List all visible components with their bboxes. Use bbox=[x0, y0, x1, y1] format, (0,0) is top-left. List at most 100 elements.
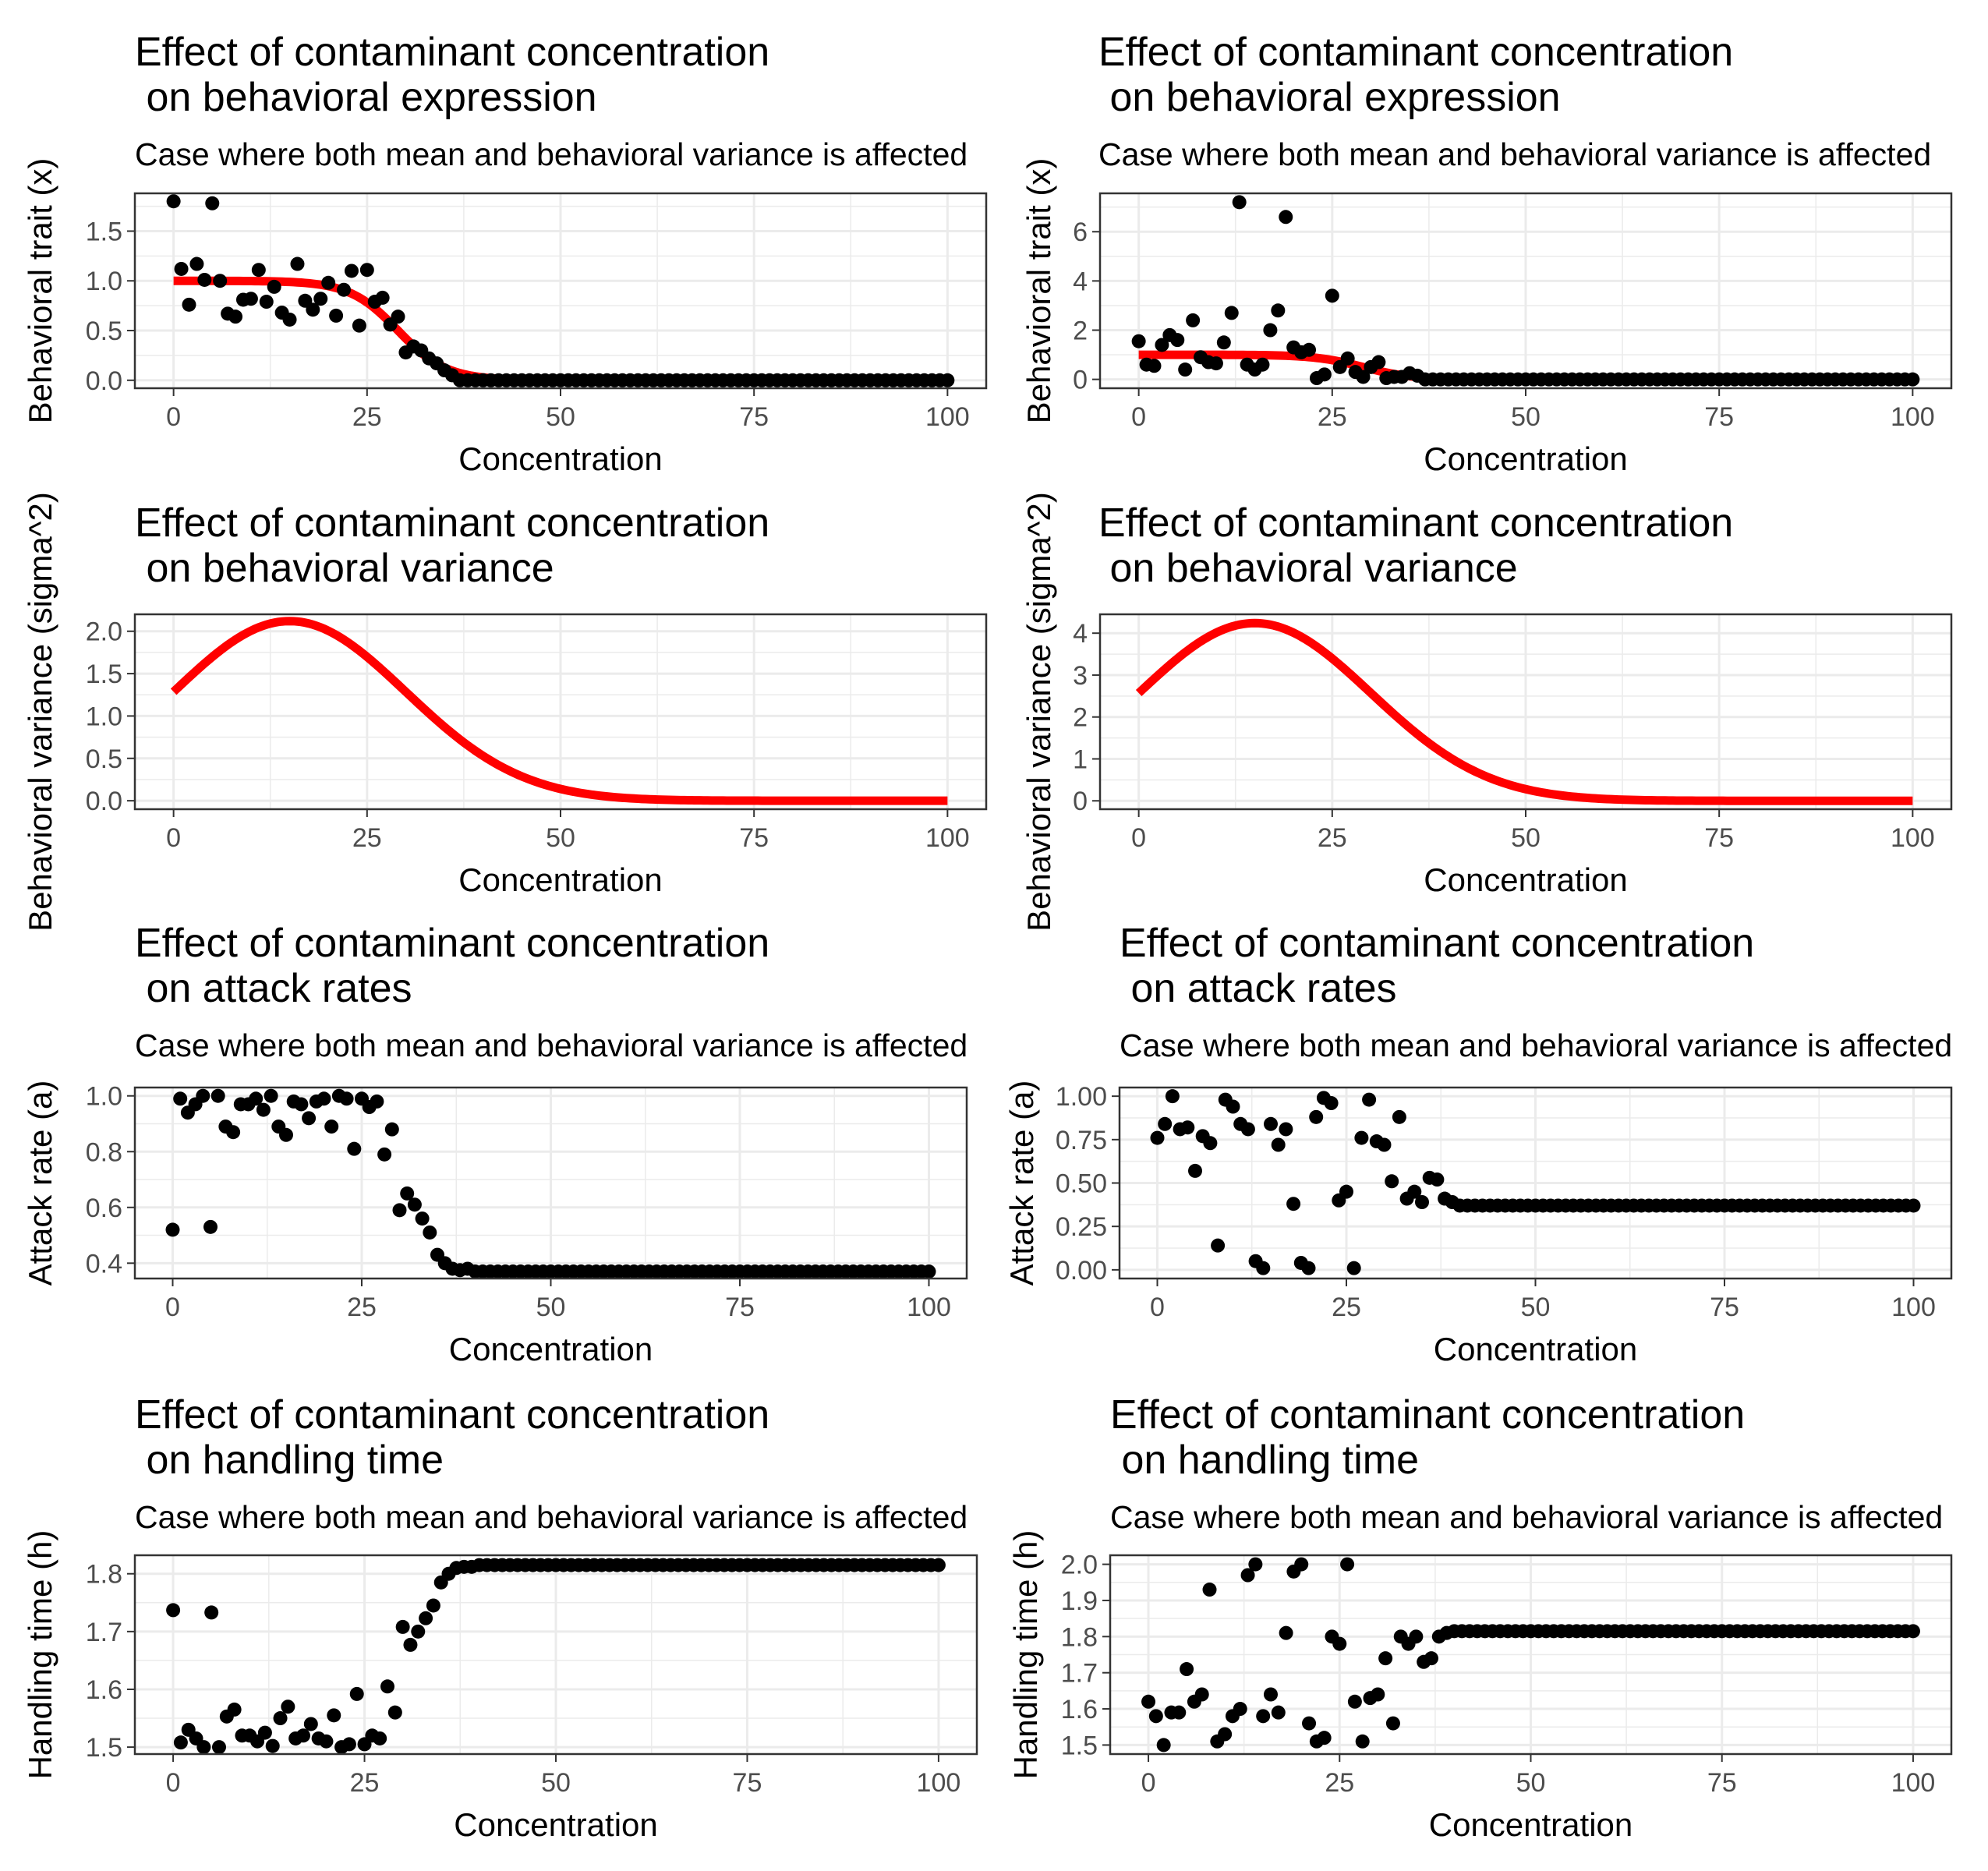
x-tick-label: 50 bbox=[1516, 1768, 1546, 1798]
x-tick-label: 50 bbox=[546, 402, 575, 432]
data-point bbox=[384, 1122, 399, 1137]
y-tick-label: 2 bbox=[1073, 703, 1088, 733]
x-tick-label: 100 bbox=[917, 1768, 961, 1798]
data-point bbox=[344, 263, 359, 278]
chart-panel-expr-left: Effect of contaminant concentration on b… bbox=[22, 30, 988, 477]
y-tick-label: 4 bbox=[1073, 267, 1088, 296]
y-axis-label: Attack rate (a) bbox=[22, 1081, 58, 1286]
data-point bbox=[259, 295, 274, 309]
data-point bbox=[352, 318, 366, 333]
y-axis-label: Behavioral variance (sigma^2) bbox=[1021, 492, 1057, 932]
data-point bbox=[1279, 210, 1293, 225]
x-tick-label: 0 bbox=[166, 823, 181, 853]
data-point bbox=[387, 1705, 402, 1720]
x-tick-label: 25 bbox=[1318, 823, 1347, 853]
data-point bbox=[1141, 1694, 1156, 1709]
chart-title-line: Effect of contaminant concentration bbox=[135, 1392, 769, 1438]
data-point bbox=[1271, 1705, 1286, 1720]
data-point bbox=[302, 1111, 317, 1126]
data-point bbox=[392, 1203, 407, 1218]
data-point bbox=[281, 1699, 295, 1714]
data-point bbox=[1165, 1089, 1180, 1104]
y-tick-label: 6 bbox=[1073, 218, 1088, 247]
y-tick-label: 0 bbox=[1073, 366, 1088, 395]
data-point bbox=[257, 1725, 272, 1740]
y-axis-label: Behavioral variance (sigma^2) bbox=[22, 492, 58, 932]
data-point bbox=[1355, 1734, 1370, 1749]
data-point bbox=[1224, 306, 1239, 320]
data-point bbox=[227, 1702, 242, 1717]
x-tick-label: 75 bbox=[725, 1293, 755, 1322]
data-point bbox=[267, 279, 281, 294]
x-tick-label: 100 bbox=[907, 1293, 951, 1322]
data-point bbox=[306, 302, 320, 317]
x-tick-label: 25 bbox=[350, 1768, 380, 1798]
chart-panel-var-right: Effect of contaminant concentration on b… bbox=[1021, 492, 1953, 932]
data-point bbox=[423, 1225, 437, 1240]
data-point bbox=[1271, 303, 1286, 318]
x-tick-label: 75 bbox=[739, 402, 769, 432]
chart-panel-handling-right: Effect of contaminant concentration on h… bbox=[1007, 1392, 1953, 1843]
x-tick-label: 50 bbox=[1521, 1293, 1551, 1322]
x-axis-label: Concentration bbox=[449, 1331, 653, 1367]
chart-subtitle: Case where both mean and behavioral vari… bbox=[1120, 1027, 1952, 1063]
data-point bbox=[1377, 1137, 1392, 1152]
chart-panel-var-left: Effect of contaminant concentration on b… bbox=[22, 492, 988, 932]
data-point bbox=[1354, 1130, 1369, 1145]
y-tick-label: 1.5 bbox=[86, 1733, 122, 1763]
data-point bbox=[375, 290, 390, 305]
y-tick-label: 1.9 bbox=[1061, 1586, 1098, 1616]
data-point bbox=[196, 1088, 210, 1103]
data-point bbox=[1279, 1625, 1293, 1640]
data-point bbox=[1226, 1099, 1240, 1114]
y-tick-label: 1.00 bbox=[1056, 1082, 1107, 1112]
chart-subtitle: Case where both mean and behavioral vari… bbox=[135, 1499, 967, 1535]
data-point bbox=[1362, 1092, 1377, 1107]
data-point bbox=[1155, 338, 1169, 352]
data-point bbox=[173, 1091, 188, 1106]
data-point bbox=[395, 1619, 410, 1634]
y-tick-label: 1.8 bbox=[1061, 1622, 1098, 1652]
data-point bbox=[1180, 1120, 1195, 1135]
data-point bbox=[1194, 1687, 1209, 1702]
data-point bbox=[273, 1711, 288, 1726]
data-point bbox=[1324, 1096, 1339, 1111]
data-point bbox=[1371, 355, 1386, 370]
chart-subtitle: Case where both mean and behavioral vari… bbox=[135, 1027, 967, 1063]
data-point bbox=[1430, 1172, 1445, 1187]
y-axis-label: Behavioral trait (x) bbox=[22, 158, 58, 424]
x-tick-label: 75 bbox=[733, 1768, 762, 1798]
y-tick-label: 1.7 bbox=[1061, 1659, 1098, 1689]
y-tick-label: 3 bbox=[1073, 661, 1088, 691]
data-point bbox=[1407, 1184, 1422, 1199]
data-point bbox=[279, 1127, 293, 1142]
data-point bbox=[296, 1728, 310, 1743]
x-tick-label: 25 bbox=[1332, 1293, 1361, 1322]
plot-border bbox=[133, 192, 988, 390]
data-point bbox=[189, 256, 204, 271]
data-point bbox=[403, 1637, 418, 1652]
plot-border bbox=[1098, 613, 1953, 811]
chart-title-line: Effect of contaminant concentration bbox=[1110, 1392, 1745, 1438]
data-point bbox=[1371, 1687, 1385, 1702]
data-point bbox=[337, 282, 352, 297]
x-tick-label: 75 bbox=[1704, 402, 1734, 432]
fitted-curve bbox=[170, 617, 948, 805]
data-point bbox=[1325, 288, 1339, 303]
y-tick-label: 1.0 bbox=[86, 702, 122, 731]
y-tick-label: 0.6 bbox=[86, 1194, 122, 1223]
x-tick-label: 100 bbox=[1891, 1293, 1936, 1322]
x-tick-label: 75 bbox=[739, 823, 769, 853]
data-point bbox=[228, 309, 243, 324]
chart-title-line: on behavioral variance bbox=[135, 546, 554, 591]
data-point bbox=[1301, 1261, 1316, 1275]
x-axis-label: Concentration bbox=[458, 440, 663, 477]
x-axis-label: Concentration bbox=[1424, 440, 1628, 477]
data-point bbox=[1240, 1122, 1255, 1137]
y-tick-label: 0.4 bbox=[86, 1249, 122, 1279]
data-point bbox=[1188, 1163, 1202, 1178]
data-point bbox=[1131, 334, 1146, 348]
data-point bbox=[1186, 313, 1201, 327]
x-tick-label: 100 bbox=[1891, 402, 1935, 432]
